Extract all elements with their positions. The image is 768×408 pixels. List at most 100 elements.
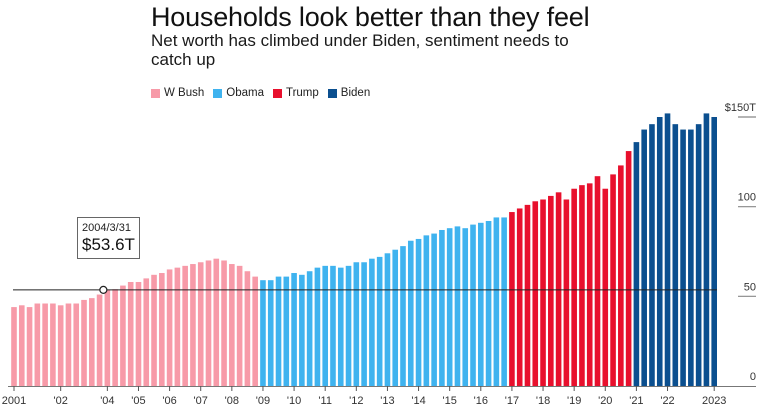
bar-biden	[680, 129, 686, 387]
bar-trump	[563, 199, 570, 386]
bar-trump	[586, 183, 593, 386]
bar-obama	[314, 267, 321, 386]
bar-obama	[415, 238, 422, 386]
annotation-box: 2004/3/31 $53.6T	[77, 217, 140, 259]
x-tick-label: 2023	[702, 395, 726, 407]
bar-trump	[524, 204, 531, 386]
bar-biden	[641, 129, 647, 387]
bar-w-bush	[26, 307, 33, 386]
bar-obama	[478, 222, 484, 386]
legend-label: Trump	[285, 87, 319, 99]
legend-label: Obama	[226, 87, 264, 99]
x-tick-label: '18	[536, 395, 550, 407]
annotation-date: 2004/3/31	[82, 222, 131, 234]
bar-w-bush	[127, 281, 134, 386]
bar-obama	[345, 265, 352, 386]
bar-obama	[501, 217, 507, 386]
x-tick-label: '10	[287, 395, 301, 407]
x-tick-label: '21	[629, 395, 643, 407]
x-tick-label: '13	[380, 395, 394, 407]
annotation-value: $53.6T	[82, 235, 135, 254]
bar-trump	[555, 192, 562, 386]
bar-w-bush	[205, 260, 212, 386]
legend-swatch	[327, 88, 337, 98]
bar-obama	[392, 249, 399, 386]
bar-obama	[407, 240, 414, 386]
bar-w-bush	[65, 303, 72, 386]
x-tick-label: '02	[54, 395, 68, 407]
bar-w-bush	[42, 303, 48, 386]
bar-w-bush	[236, 265, 243, 386]
bar-w-bush	[197, 262, 204, 386]
bar-biden	[664, 113, 671, 386]
x-tick-label: '22	[660, 395, 674, 407]
bar-obama	[283, 276, 290, 386]
bar-trump	[509, 212, 515, 386]
bar-trump	[516, 208, 523, 386]
bar-obama	[337, 267, 344, 386]
bar-biden	[633, 142, 640, 386]
legend: W Bush Obama Trump Biden	[151, 87, 370, 99]
bar-biden	[695, 124, 702, 387]
legend-item-biden: Biden	[327, 87, 371, 99]
legend-swatch	[151, 88, 160, 98]
bar-obama	[439, 229, 445, 386]
x-tick-label: '09	[256, 395, 270, 407]
x-tick-label: '07	[194, 395, 208, 407]
bar-biden	[656, 117, 663, 386]
x-tick-label: '19	[567, 395, 581, 407]
bar-w-bush	[89, 298, 95, 386]
bar-w-bush	[182, 265, 188, 386]
bar-biden	[672, 124, 679, 387]
x-tick-label: '04	[100, 395, 114, 407]
bar-obama	[376, 256, 383, 386]
bar-obama	[275, 276, 282, 386]
y-tick-label: 50	[744, 281, 756, 293]
bar-obama	[361, 262, 367, 386]
legend-item-obama: Obama	[213, 87, 264, 99]
bar-w-bush	[244, 271, 251, 386]
bar-trump	[548, 195, 554, 386]
bar-obama	[470, 224, 476, 386]
legend-item-w-bush: W Bush	[151, 87, 204, 99]
bar-w-bush	[174, 267, 181, 386]
bar-obama	[462, 228, 469, 386]
bar-trump	[540, 199, 546, 386]
bar-w-bush	[112, 289, 118, 386]
bar-obama	[446, 228, 453, 386]
y-tick-label: 0	[750, 371, 756, 383]
legend-label: W Bush	[164, 87, 205, 99]
bar-obama	[493, 217, 500, 386]
bar-w-bush	[221, 260, 227, 386]
legend-swatch	[272, 88, 282, 98]
bar-w-bush	[81, 299, 87, 386]
bar-trump	[571, 188, 577, 386]
bar-obama	[260, 280, 266, 386]
bar-w-bush	[159, 273, 165, 386]
chart-title: Households look better than they feel	[151, 2, 590, 32]
legend-swatch	[213, 88, 223, 98]
x-tick-label: '05	[131, 395, 145, 407]
y-tick-label: 100	[738, 192, 756, 204]
bar-w-bush	[96, 294, 103, 386]
bar-w-bush	[50, 303, 56, 386]
legend-label: Biden	[340, 87, 371, 99]
bar-w-bush	[190, 264, 196, 386]
bar-obama	[400, 246, 406, 386]
bar-trump	[602, 188, 609, 386]
bar-obama	[454, 226, 461, 386]
bar-w-bush	[143, 278, 150, 386]
x-tick-label: 2001	[2, 395, 26, 407]
reference-marker	[99, 285, 108, 294]
bars-group	[11, 113, 717, 387]
x-axis: 2001 '02 '04 '05 '06 '07 '08 '09 '10 '11 '12 '13 '14…	[2, 386, 756, 407]
x-tick-label: '08	[225, 395, 239, 407]
bar-trump	[618, 165, 624, 386]
bar-trump	[625, 151, 632, 386]
bar-obama	[384, 253, 391, 386]
y-axis: 0 50 100 $150T	[725, 102, 756, 383]
bar-obama	[485, 221, 492, 386]
x-tick-label: '15	[443, 395, 457, 407]
bar-obama	[299, 274, 305, 386]
